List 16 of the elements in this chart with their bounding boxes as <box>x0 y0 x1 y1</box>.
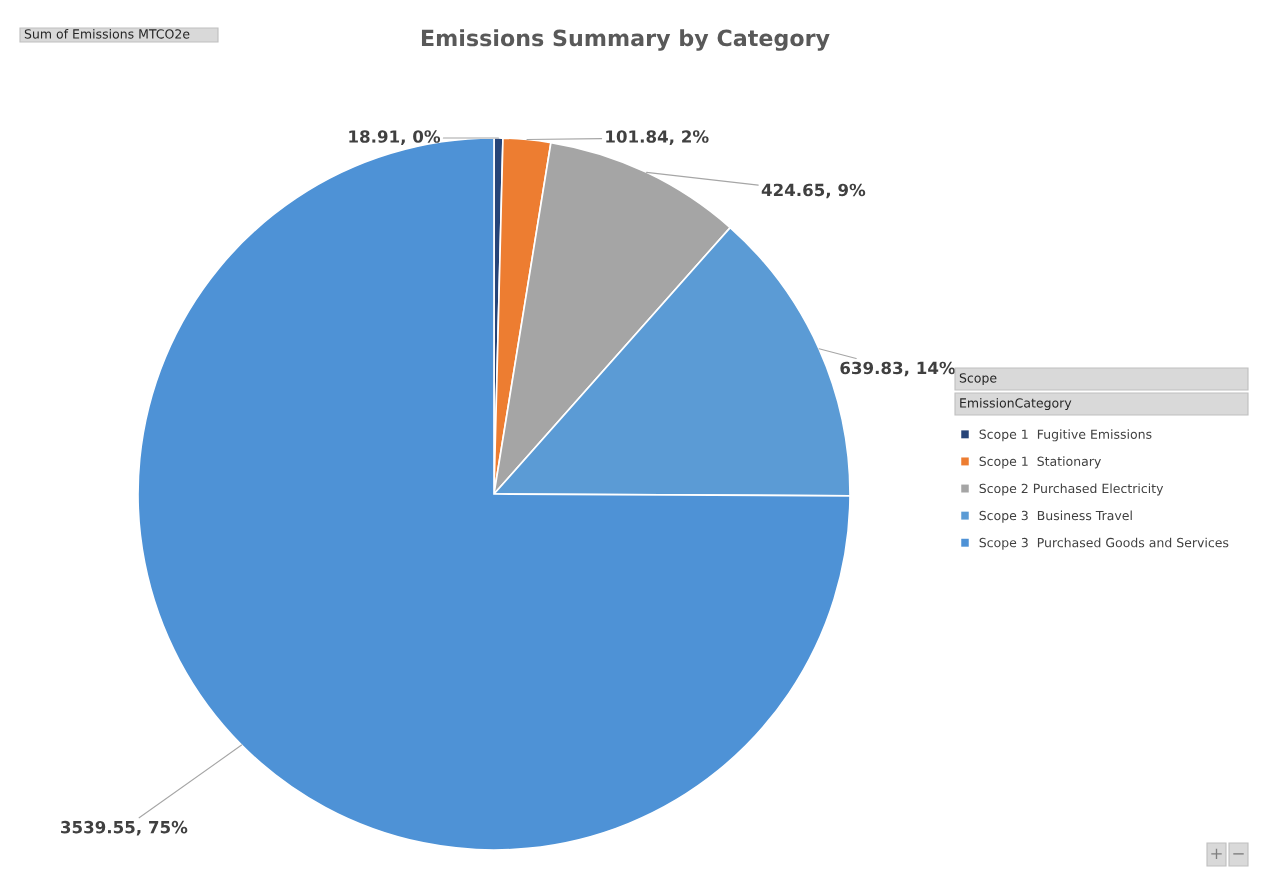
legend-label: Scope 1 Stationary <box>979 456 1101 469</box>
data-label: 639.83, 14% <box>840 361 956 377</box>
text: EmissionCategory <box>960 397 1072 411</box>
text: Sum of Emissions MTCO2e <box>24 28 190 39</box>
legend-label: Scope 2 Purchased Electricity <box>979 483 1164 496</box>
text: Scope <box>959 373 997 386</box>
data-label: 18.91, 0% <box>349 130 441 145</box>
legend-label: Scope 3 Purchased Goods and Services <box>979 537 1229 550</box>
chart-title: Emissions Summary by Category <box>421 29 830 51</box>
legend-label: Scope 1 Fugitive Emissions <box>979 429 1152 442</box>
data-label: 3539.55, 75% <box>61 820 188 836</box>
data-label: 101.84, 2% <box>606 130 709 145</box>
text: − <box>1233 853 1244 855</box>
legend-label: Scope 3 Business Travel <box>979 510 1132 523</box>
text: + <box>1211 848 1222 860</box>
data-label: 424.65, 9% <box>761 183 866 199</box>
